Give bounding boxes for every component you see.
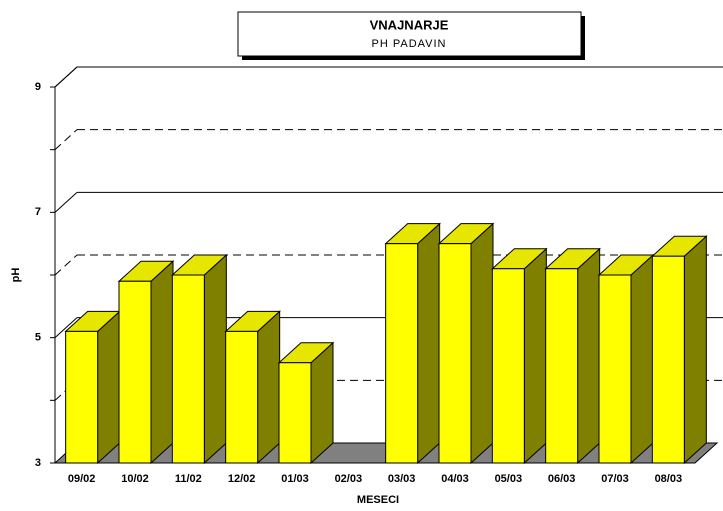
bar-front: [385, 243, 419, 464]
bar: [597, 253, 655, 465]
bar-side: [470, 222, 494, 465]
bar-front: [438, 243, 472, 464]
minor-grid-line: [54, 129, 78, 151]
x-tick-label: 08/03: [655, 473, 683, 485]
bar-side: [150, 260, 174, 465]
y-axis-label: pH: [10, 268, 22, 283]
y-tick-label: 5: [35, 332, 41, 344]
x-tick-label: 02/03: [335, 473, 363, 485]
title-box: [237, 11, 582, 57]
x-tick-label: 05/03: [495, 473, 523, 485]
bar-front: [65, 330, 99, 464]
minor-grid-line: [54, 254, 78, 276]
bar: [491, 247, 548, 465]
bar-side: [203, 253, 227, 465]
y-tick-label: 7: [35, 206, 41, 218]
bar-front: [278, 362, 312, 464]
bar: [224, 310, 281, 465]
x-tick-label: 10/02: [121, 473, 149, 485]
bar-front: [651, 255, 685, 464]
x-tick-label: 09/02: [68, 473, 96, 485]
bar: [437, 222, 495, 465]
bar: [651, 235, 708, 465]
bar-side: [417, 222, 441, 465]
bar-front: [171, 274, 205, 464]
bar: [544, 247, 601, 465]
x-tick-label: 11/02: [175, 473, 202, 485]
bar-side: [257, 310, 281, 465]
bar-side: [97, 310, 121, 465]
bar-front: [545, 268, 579, 464]
y-tick-label: 3: [35, 457, 41, 469]
bar-front: [225, 330, 259, 464]
x-tick-label: 01/03: [281, 473, 309, 485]
chart-subtitle: PH PADAVIN: [372, 38, 447, 50]
grid-line: [54, 66, 78, 88]
bar-side: [683, 235, 707, 465]
bar-side: [523, 247, 547, 465]
bar-side: [577, 247, 601, 465]
bar-front: [598, 274, 632, 464]
bar: [384, 222, 441, 465]
x-tick-label: 03/03: [388, 473, 416, 485]
x-tick-label: 07/03: [601, 473, 629, 485]
x-tick-label: 06/03: [548, 473, 576, 485]
bar: [64, 310, 121, 465]
bar-front: [118, 280, 152, 464]
bar: [277, 341, 335, 465]
x-tick-label: 04/03: [441, 473, 469, 485]
bar-side: [630, 253, 654, 465]
chart-title: VNAJNARJE: [370, 17, 449, 32]
bar: [117, 260, 175, 465]
x-tick-label: 12/02: [228, 473, 256, 485]
grid-line: [54, 317, 78, 339]
bar: [171, 253, 228, 465]
bar-front: [491, 268, 525, 464]
y-tick-label: 9: [35, 81, 41, 93]
x-axis-label: MESECI: [357, 494, 399, 506]
bar-side: [310, 341, 334, 465]
grid-line: [54, 191, 78, 213]
